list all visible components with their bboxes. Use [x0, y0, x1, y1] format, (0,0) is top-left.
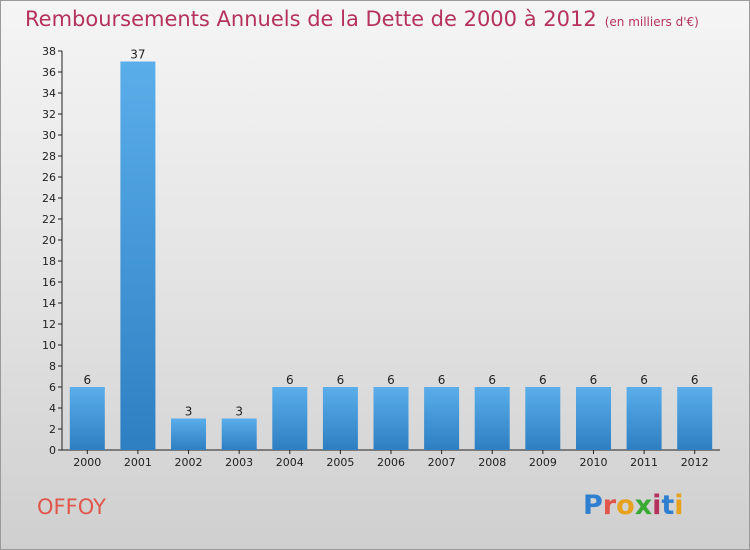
x-tick-label: 2001 [124, 456, 152, 469]
x-tick-label: 2006 [377, 456, 405, 469]
x-tick-label: 2003 [225, 456, 253, 469]
data-label: 6 [640, 373, 648, 387]
bar [373, 387, 409, 450]
y-tick-label: 6 [49, 381, 56, 394]
y-tick-label: 30 [42, 129, 56, 142]
y-tick-label: 14 [42, 297, 56, 310]
y-tick-label: 0 [49, 444, 56, 457]
y-tick-label: 12 [42, 318, 56, 331]
bar [69, 387, 105, 450]
logo-letter: i [674, 490, 684, 521]
chart-title-text: Remboursements Annuels de la Dette de 20… [25, 7, 597, 31]
bar [120, 61, 156, 450]
y-tick-label: 4 [49, 402, 56, 415]
data-label: 6 [691, 373, 699, 387]
x-tick-label: 2005 [326, 456, 354, 469]
bar [677, 387, 713, 450]
x-tick-label: 2009 [529, 456, 557, 469]
x-tick-label: 2008 [478, 456, 506, 469]
data-label: 3 [235, 405, 243, 419]
data-label: 6 [590, 373, 598, 387]
x-tick-label: 2002 [175, 456, 203, 469]
bar [474, 387, 510, 450]
data-label: 6 [387, 373, 395, 387]
data-label: 6 [286, 373, 294, 387]
y-tick-label: 38 [42, 45, 56, 58]
y-tick-label: 10 [42, 339, 56, 352]
bar [525, 387, 561, 450]
x-tick-label: 2000 [73, 456, 101, 469]
bar [171, 418, 206, 450]
y-tick-label: 26 [42, 171, 56, 184]
chart-title: Remboursements Annuels de la Dette de 20… [25, 7, 699, 31]
logo-letter: P [583, 490, 603, 521]
logo-letter: r [602, 490, 617, 521]
bars: 6 37 3 3 6 6 6 6 6 6 6 6 6 [69, 48, 713, 450]
data-label: 37 [130, 48, 145, 62]
data-label: 6 [539, 373, 547, 387]
y-tick-label: 32 [42, 108, 56, 121]
chart-unit: (en milliers d'€) [604, 15, 699, 29]
x-tick-label: 2007 [428, 456, 456, 469]
bar [424, 387, 460, 450]
y-tick-label: 24 [42, 192, 56, 205]
y-tick-label: 34 [42, 87, 56, 100]
y-tick-label: 28 [42, 150, 56, 163]
logo-letter: o [616, 490, 635, 521]
bar [576, 387, 611, 450]
y-tick-label: 2 [49, 423, 56, 436]
bar [626, 387, 662, 450]
y-tick-label: 36 [42, 66, 56, 79]
bar [272, 387, 308, 450]
y-tick-label: 20 [42, 234, 56, 247]
data-label: 6 [488, 373, 496, 387]
bar [221, 418, 257, 450]
bar [322, 387, 358, 450]
commune-name: OFFOY [37, 495, 106, 519]
proxiti-logo[interactable]: Proxiti [583, 490, 684, 521]
x-tick-label: 2012 [681, 456, 709, 469]
y-tick-label: 16 [42, 276, 56, 289]
x-tick-label: 2010 [579, 456, 607, 469]
data-label: 6 [83, 373, 91, 387]
y-tick-label: 18 [42, 255, 56, 268]
logo-letter: i [652, 490, 662, 521]
x-tick-label: 2011 [630, 456, 658, 469]
logo-letter: t [661, 490, 675, 521]
logo-letter: x [634, 490, 653, 521]
x-tick-label: 2004 [276, 456, 304, 469]
data-label: 3 [185, 405, 193, 419]
y-tick-label: 8 [49, 360, 56, 373]
y-tick-label: 22 [42, 213, 56, 226]
data-label: 6 [337, 373, 345, 387]
data-label: 6 [438, 373, 446, 387]
